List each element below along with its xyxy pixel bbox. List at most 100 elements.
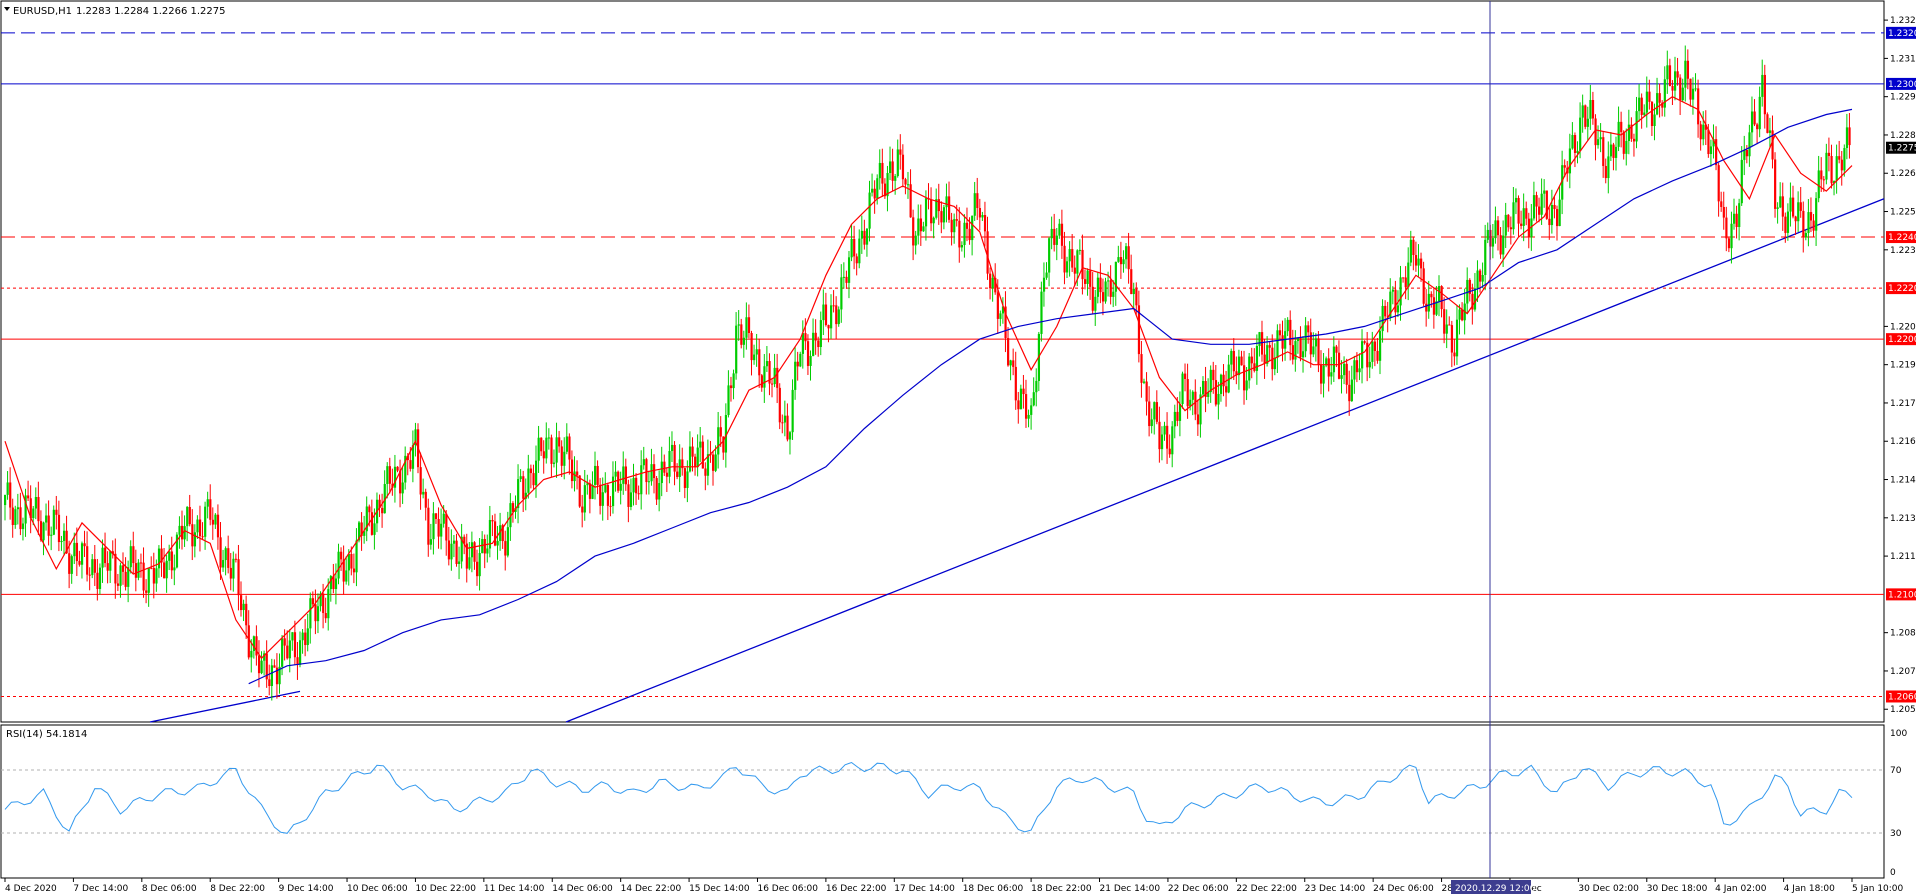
moving-averages [4, 96, 1853, 685]
candle-body [983, 215, 987, 232]
candle-body [765, 361, 769, 367]
candle-body [275, 667, 279, 685]
candle-body [424, 491, 427, 508]
candle-body [604, 484, 607, 493]
candle-body [842, 276, 846, 278]
candle-body [1425, 303, 1428, 312]
candle-body [1840, 159, 1843, 171]
time-tick-label: 18 Dec 06:00 [963, 884, 1024, 894]
candle-body [617, 471, 620, 491]
candle-body [876, 178, 879, 199]
candle-body [499, 525, 502, 541]
candle-body [473, 542, 476, 562]
candle-body [129, 546, 132, 568]
dropdown-triangle-icon[interactable] [4, 7, 10, 11]
candle-body [960, 245, 964, 248]
candle-body [511, 503, 515, 512]
level-tag [1886, 690, 1916, 703]
candle-body [1055, 235, 1058, 245]
candle-body [1355, 360, 1359, 373]
candle-body [145, 590, 148, 593]
candle-body [1833, 180, 1836, 184]
candle-body [73, 542, 76, 557]
candle-body [999, 313, 1002, 319]
candle-body [1389, 291, 1392, 318]
candle-body [458, 561, 461, 564]
candle-body [632, 477, 635, 493]
rsi-panel-frame [0, 724, 1885, 879]
candle-body [1791, 197, 1795, 217]
candle-body [1125, 246, 1128, 260]
candle-body [1302, 351, 1305, 358]
candle-body [419, 467, 422, 495]
candle-body [681, 459, 684, 469]
level-tag-label: 1.2240 [1888, 233, 1916, 243]
candle-body [1517, 197, 1520, 224]
candle-body [1461, 309, 1464, 321]
candle-body [1186, 379, 1189, 407]
candle-body [540, 437, 543, 452]
candle-body [942, 207, 946, 223]
time-tick-label: 16 Dec 22:00 [826, 884, 887, 894]
candle-body [1481, 275, 1484, 282]
candle-body [260, 660, 263, 674]
candle-body [411, 445, 415, 469]
candle-body [1625, 141, 1628, 154]
candle-body [801, 333, 805, 354]
candle-body [445, 513, 448, 541]
candle-body [1222, 374, 1225, 387]
candle-body [1053, 228, 1056, 245]
candle-body [1119, 257, 1123, 265]
candle-body [1789, 197, 1792, 212]
candle-body [1450, 325, 1454, 353]
candle-body [1184, 373, 1187, 380]
candle-body [847, 257, 851, 283]
candle-body [1104, 281, 1107, 302]
time-tick-label: 14 Dec 06:00 [552, 884, 613, 894]
candle-body [812, 332, 815, 356]
candle-body [778, 387, 781, 423]
candle-body [1091, 286, 1094, 311]
candle-body [904, 179, 907, 185]
candle-body [1691, 88, 1695, 100]
candle-body [855, 256, 858, 264]
candle-body [1248, 356, 1251, 381]
candle-body [914, 235, 917, 246]
trendline[interactable] [149, 198, 1885, 723]
candle-body [560, 446, 563, 466]
candle-body [296, 657, 299, 665]
candle-body [1332, 346, 1336, 373]
candle-body [645, 459, 648, 483]
candle-body [491, 519, 494, 522]
candle-body [104, 547, 107, 564]
candle-body [422, 491, 425, 495]
horizontal-levels[interactable] [1, 32, 1884, 697]
candle-body [306, 628, 309, 646]
candle-body [937, 199, 940, 212]
candle-body [858, 238, 861, 264]
candle-body [1697, 88, 1700, 125]
candle-body [552, 462, 556, 464]
candle-body [1776, 207, 1779, 209]
candle-body [1376, 350, 1379, 361]
candle-body [440, 523, 443, 537]
candle-body [547, 437, 551, 439]
candle-body [1407, 262, 1410, 288]
candle-body [1181, 373, 1184, 405]
candle-body [932, 217, 935, 224]
candle-body [6, 482, 9, 495]
candle-body [647, 481, 651, 483]
rsi-label: RSI(14) 54.1814 [6, 729, 87, 740]
candle-body [1017, 400, 1020, 410]
trendline-segment [149, 690, 301, 723]
candle-body [460, 536, 463, 562]
candle-body [60, 540, 63, 543]
time-tick-label: 30 Dec 02:00 [1578, 884, 1639, 894]
candle-body [1281, 335, 1284, 349]
candle-body [93, 559, 96, 573]
candle-body [463, 536, 466, 544]
candle-body [399, 470, 402, 494]
candle-body [1453, 352, 1456, 357]
candle-body [388, 466, 391, 484]
